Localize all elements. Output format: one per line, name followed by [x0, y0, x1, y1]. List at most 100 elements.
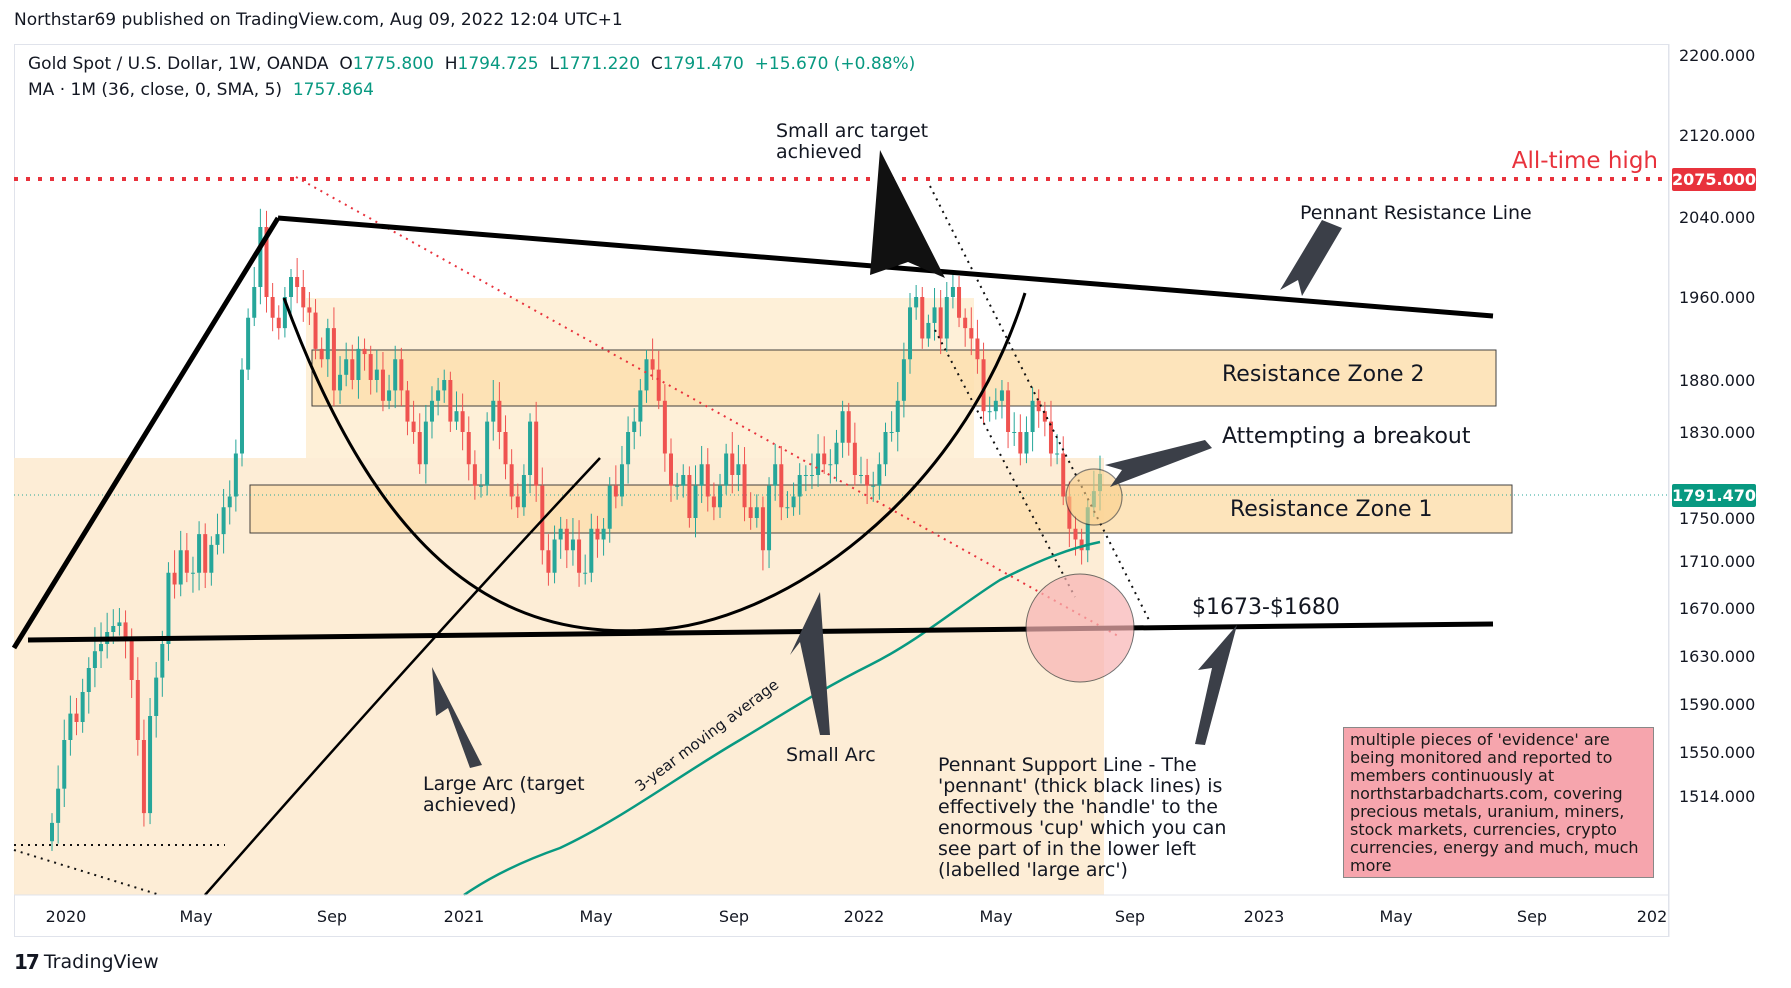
- candle-body: [901, 359, 906, 401]
- candle-body: [668, 453, 673, 486]
- candle-body: [693, 485, 698, 518]
- candle-body: [1036, 400, 1041, 412]
- candle-body: [50, 822, 54, 842]
- change-value: +15.670 (+0.88%): [754, 54, 916, 74]
- info-line: northstarbadcharts.com, covering: [1350, 784, 1623, 803]
- support-test-circle: [1025, 573, 1135, 683]
- small-arc-target-label-1: Small arc target: [776, 120, 928, 142]
- info-line: precious metals, uranium, miners,: [1350, 802, 1625, 821]
- candle-body: [282, 297, 287, 329]
- open-value: 1775.800: [352, 54, 434, 74]
- support-range-label: $1673-$1680: [1192, 595, 1340, 620]
- candle-body: [760, 507, 765, 551]
- candle-body: [479, 485, 484, 487]
- y-tick-label: 1710.000: [1679, 552, 1755, 571]
- candle-body: [411, 421, 416, 432]
- candle-body: [141, 740, 146, 814]
- breakout-circle: [1065, 468, 1123, 526]
- x-axis[interactable]: 2020 May Sep 2021 May Sep 2022 May Sep 2023 May Sep…: [46, 907, 1668, 926]
- candle-body: [570, 539, 575, 551]
- small-arc-label: Small Arc: [786, 744, 876, 766]
- candle-body: [399, 359, 404, 391]
- candle-body: [509, 464, 514, 497]
- candle-body: [601, 528, 606, 540]
- candle-body: [613, 485, 618, 497]
- candle-body: [429, 400, 434, 422]
- candle-body: [270, 297, 275, 318]
- y-tick-label: 1830.000: [1679, 423, 1755, 442]
- ma-legend: MA · 1M (36, close, 0, SMA, 5) 1757.864: [28, 80, 374, 100]
- candle-body: [852, 442, 857, 475]
- candle-body: [724, 453, 729, 486]
- y-tick-label: 1590.000: [1679, 695, 1755, 714]
- candle-body: [252, 287, 257, 318]
- candle-body: [442, 380, 447, 391]
- candle-body: [644, 359, 649, 391]
- candle-body: [405, 390, 410, 422]
- close-value: 1791.470: [662, 54, 744, 74]
- candle-body: [56, 788, 61, 823]
- candle-body: [828, 464, 833, 466]
- candle-body: [1012, 432, 1017, 433]
- candle-body: [914, 297, 919, 308]
- candle-body: [80, 692, 85, 722]
- pennant-support-line-5: see part of in the lower left: [938, 838, 1196, 860]
- candle-body: [607, 485, 612, 529]
- last-tag-text: 1791.470: [1672, 486, 1756, 505]
- candle-body: [822, 453, 827, 465]
- candle-body: [178, 550, 183, 585]
- y-tick-label: 2200.000: [1679, 46, 1755, 65]
- candle-body: [950, 287, 955, 297]
- candle-body: [417, 432, 422, 465]
- candle-body: [742, 464, 747, 508]
- candle-body: [871, 485, 876, 487]
- tradingview-brand: TradingView: [43, 951, 159, 973]
- candle-body: [472, 464, 477, 486]
- info-line: stock markets, currencies, crypto: [1350, 820, 1617, 839]
- pennant-resistance-arrow: [1280, 220, 1342, 296]
- candle-body: [589, 528, 594, 573]
- candle-body: [908, 307, 913, 360]
- candle-body: [730, 453, 735, 475]
- info-line: currencies, energy and much, much: [1350, 838, 1639, 857]
- candle-body: [368, 354, 373, 380]
- pennant-support-line-6: (labelled 'large arc'): [938, 859, 1128, 881]
- candle-body: [1030, 400, 1035, 432]
- candle-body: [638, 390, 643, 422]
- candle-body: [491, 400, 496, 422]
- high-label: H: [444, 54, 458, 74]
- ma-label[interactable]: MA · 1M (36, close, 0, SMA, 5): [28, 80, 283, 100]
- x-tick-label: 2023: [1244, 907, 1285, 926]
- candle-body: [797, 475, 802, 497]
- candle-body: [184, 550, 189, 573]
- candle-body: [650, 359, 655, 370]
- candle-body: [123, 622, 128, 638]
- y-tick-label: 1630.000: [1679, 647, 1755, 666]
- candle-body: [840, 411, 845, 443]
- candle-body: [466, 432, 471, 465]
- candle-body: [1055, 453, 1060, 455]
- candle-body: [1018, 432, 1023, 454]
- candle-body: [920, 297, 925, 339]
- candle-body: [215, 534, 220, 545]
- candle-body: [711, 496, 716, 508]
- y-tick-label: 1550.000: [1679, 743, 1755, 762]
- candle-body: [558, 528, 563, 540]
- candle-body: [546, 550, 551, 573]
- candle-body: [325, 328, 330, 360]
- candle-body: [436, 390, 441, 401]
- candle-body: [963, 317, 968, 329]
- candle-body: [239, 369, 244, 454]
- candle-body: [356, 348, 361, 380]
- candle-body: [86, 668, 91, 692]
- moving-average-line: [463, 540, 1101, 897]
- y-axis[interactable]: 2200.000 2120.000 2040.000 1960.000 1880.000…: [1679, 46, 1755, 806]
- candle-body: [313, 312, 318, 349]
- symbol-title[interactable]: Gold Spot / U.S. Dollar, 1W, OANDA: [28, 54, 329, 74]
- candle-body: [1067, 496, 1072, 529]
- candle-body: [1085, 507, 1090, 551]
- x-tick-label: Sep: [1115, 907, 1145, 926]
- info-line: being monitored and reported to: [1350, 748, 1613, 767]
- tradingview-logo[interactable]: 17 TradingView: [14, 950, 159, 974]
